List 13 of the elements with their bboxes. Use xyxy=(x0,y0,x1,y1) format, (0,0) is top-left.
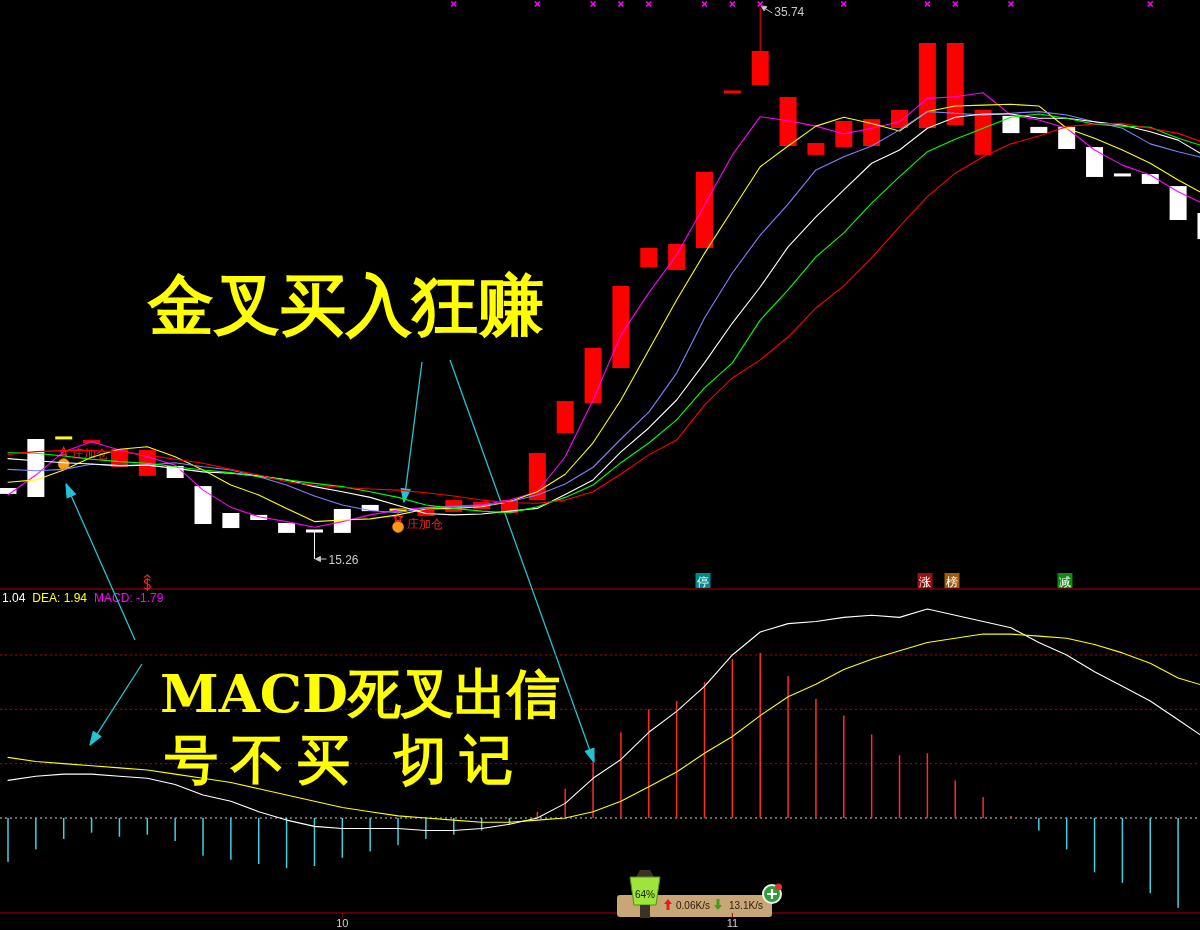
x-tick-label: 11 xyxy=(726,917,739,929)
text: DEA: 1.94 xyxy=(32,591,88,605)
annotation: 35.74 xyxy=(774,5,805,19)
text: 1.04 xyxy=(2,591,26,605)
annotation: 金叉买入狂赚 xyxy=(147,266,544,344)
annotation: 15.26 xyxy=(328,553,359,567)
annotation: 13.1K/s xyxy=(729,900,763,911)
annotation: MACD死叉出信 xyxy=(160,662,560,724)
annotation: 0.06K/s xyxy=(676,900,710,911)
x-tick-label: 10 xyxy=(336,917,349,929)
annotation: 64% xyxy=(634,889,656,900)
annotation: 号不买 切记 xyxy=(164,728,527,790)
annotation: 庄加仓 xyxy=(407,517,443,531)
